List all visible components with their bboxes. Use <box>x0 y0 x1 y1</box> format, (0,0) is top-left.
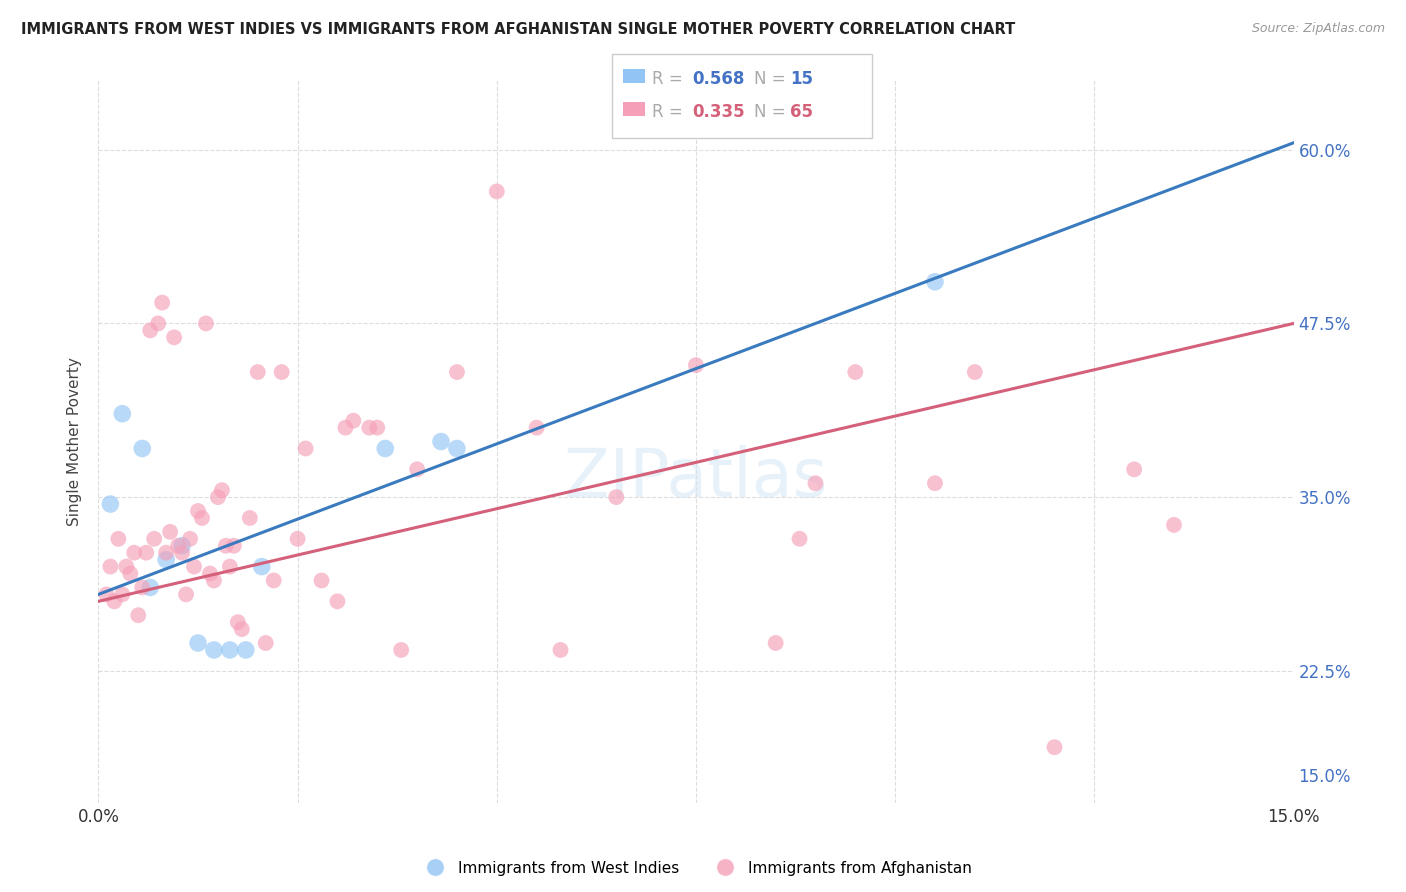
Legend: Immigrants from West Indies, Immigrants from Afghanistan: Immigrants from West Indies, Immigrants … <box>413 855 979 882</box>
Point <box>219 559 242 574</box>
Point <box>107 532 129 546</box>
Point <box>103 594 125 608</box>
Point <box>202 643 225 657</box>
Point <box>231 622 253 636</box>
Point <box>446 365 468 379</box>
Point <box>111 587 134 601</box>
Text: 0.335: 0.335 <box>692 103 744 120</box>
Text: R =: R = <box>652 103 689 120</box>
Point <box>235 643 257 657</box>
Point <box>215 539 238 553</box>
Point <box>222 539 245 553</box>
Text: 65: 65 <box>790 103 813 120</box>
Y-axis label: Single Mother Poverty: Single Mother Poverty <box>67 357 83 526</box>
Point <box>98 559 122 574</box>
Text: IMMIGRANTS FROM WEST INDIES VS IMMIGRANTS FROM AFGHANISTAN SINGLE MOTHER POVERTY: IMMIGRANTS FROM WEST INDIES VS IMMIGRANT… <box>21 22 1015 37</box>
Point <box>187 504 209 518</box>
Text: N =: N = <box>754 103 790 120</box>
Point <box>179 532 201 546</box>
Text: 15: 15 <box>790 70 813 87</box>
Point <box>430 434 453 449</box>
Point <box>804 476 827 491</box>
Point <box>311 574 333 588</box>
Point <box>226 615 249 630</box>
Point <box>924 275 946 289</box>
Point <box>120 566 142 581</box>
Text: R =: R = <box>652 70 689 87</box>
Point <box>191 511 214 525</box>
Point <box>155 552 177 566</box>
Point <box>219 643 242 657</box>
Point <box>167 539 190 553</box>
Point <box>124 546 146 560</box>
Point <box>765 636 787 650</box>
Point <box>98 497 122 511</box>
Point <box>550 643 572 657</box>
Point <box>127 608 149 623</box>
Text: N =: N = <box>754 70 790 87</box>
Point <box>211 483 233 498</box>
Point <box>924 476 946 491</box>
Text: Source: ZipAtlas.com: Source: ZipAtlas.com <box>1251 22 1385 36</box>
Point <box>374 442 396 456</box>
Point <box>1043 740 1066 755</box>
Point <box>342 414 364 428</box>
Point <box>250 559 273 574</box>
Point <box>1163 517 1185 532</box>
Point <box>239 511 262 525</box>
Point <box>246 365 269 379</box>
Point <box>183 559 205 574</box>
Point <box>139 323 162 337</box>
Point <box>389 643 412 657</box>
Point <box>446 442 468 456</box>
Point <box>148 317 170 331</box>
Point <box>605 490 627 504</box>
Point <box>139 581 162 595</box>
Point <box>270 365 292 379</box>
Point <box>294 442 316 456</box>
Text: 0.568: 0.568 <box>692 70 744 87</box>
Point <box>143 532 166 546</box>
Text: ZIPatlas: ZIPatlas <box>564 445 828 510</box>
Point <box>159 524 181 539</box>
Point <box>963 365 986 379</box>
Point <box>111 407 134 421</box>
Point <box>526 420 548 434</box>
Point <box>844 365 866 379</box>
Point <box>335 420 357 434</box>
Point <box>195 317 218 331</box>
Point <box>254 636 277 650</box>
Point <box>96 587 118 601</box>
Point <box>406 462 429 476</box>
Point <box>172 546 194 560</box>
Point <box>174 587 197 601</box>
Point <box>359 420 381 434</box>
Point <box>287 532 309 546</box>
Point <box>163 330 186 344</box>
Point <box>172 539 194 553</box>
Point <box>263 574 285 588</box>
Point <box>198 566 221 581</box>
Point <box>326 594 349 608</box>
Point <box>131 581 153 595</box>
Point <box>789 532 811 546</box>
Point <box>485 185 508 199</box>
Point <box>155 546 177 560</box>
Point <box>207 490 229 504</box>
Point <box>1123 462 1146 476</box>
Point <box>150 295 173 310</box>
Point <box>131 442 153 456</box>
Point <box>685 358 707 372</box>
Point <box>187 636 209 650</box>
Point <box>202 574 225 588</box>
Point <box>115 559 138 574</box>
Point <box>366 420 388 434</box>
Point <box>135 546 157 560</box>
